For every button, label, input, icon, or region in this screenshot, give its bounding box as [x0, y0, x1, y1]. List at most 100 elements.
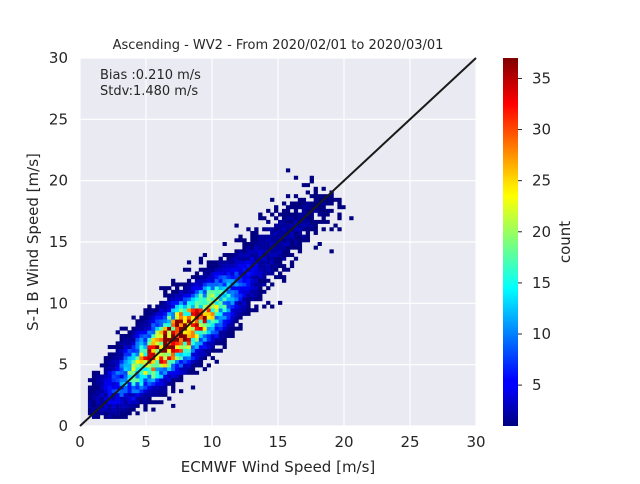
density-cell — [222, 242, 227, 246]
density-cell — [115, 330, 120, 335]
density-cell — [167, 334, 172, 338]
density-cell — [139, 370, 144, 375]
density-cell — [175, 370, 180, 375]
density-cell — [246, 249, 251, 254]
density-cell — [151, 319, 156, 324]
density-cell — [119, 370, 124, 375]
density-cell — [190, 370, 196, 375]
density-cell — [222, 334, 227, 338]
density-cell — [230, 271, 235, 276]
density-cell — [167, 370, 172, 375]
density-cell — [159, 322, 164, 327]
density-cell — [285, 194, 291, 199]
density-cell — [115, 385, 120, 390]
density-cell — [242, 242, 247, 246]
density-cell — [254, 304, 259, 309]
density-cell — [151, 385, 156, 390]
density-cell — [234, 308, 239, 313]
density-cell — [167, 330, 172, 335]
density-cell — [182, 308, 188, 313]
density-cell — [281, 249, 287, 254]
density-cell — [329, 201, 334, 206]
density-cell — [135, 385, 140, 390]
density-cell — [127, 334, 132, 338]
density-cell — [321, 208, 326, 213]
density-cell — [242, 293, 247, 298]
density-cell — [143, 367, 148, 372]
density-cell — [270, 267, 275, 272]
density-cell — [179, 322, 184, 327]
density-cell — [127, 407, 132, 412]
density-cell — [270, 260, 275, 265]
density-cell — [123, 414, 128, 419]
density-cell — [274, 216, 279, 221]
density-cell — [226, 334, 231, 338]
density-cell — [250, 242, 255, 246]
density-cell — [143, 378, 148, 383]
density-cell — [210, 345, 215, 350]
density-cell — [210, 326, 215, 331]
density-cell — [107, 356, 112, 361]
density-cell — [250, 289, 255, 294]
density-cell — [218, 264, 223, 269]
density-cell — [234, 267, 239, 272]
density-cell — [266, 256, 271, 261]
density-cell — [87, 400, 93, 405]
density-cell — [159, 385, 164, 390]
density-cell — [143, 315, 148, 320]
density-cell — [123, 389, 128, 394]
density-cell — [206, 308, 211, 313]
density-cell — [179, 348, 184, 353]
density-cell — [198, 297, 204, 302]
density-cell — [246, 264, 251, 269]
density-cell — [143, 337, 148, 342]
density-cell — [254, 293, 259, 298]
density-cell — [270, 282, 275, 287]
density-cell — [171, 326, 176, 331]
density-cell — [262, 245, 267, 250]
density-cell — [159, 326, 164, 331]
density-cell — [167, 337, 172, 342]
density-cell — [151, 322, 156, 327]
density-cell — [242, 275, 247, 280]
density-cell — [242, 256, 247, 261]
density-cell — [151, 370, 156, 375]
density-cell — [159, 319, 164, 324]
density-cell — [313, 201, 318, 206]
density-cell — [127, 341, 132, 346]
density-cell — [226, 319, 231, 324]
density-cell — [242, 308, 247, 313]
density-cell — [254, 282, 259, 287]
density-cell — [151, 400, 156, 405]
density-cell — [313, 186, 318, 191]
density-cell — [151, 352, 156, 357]
density-cell — [151, 326, 156, 331]
density-cell — [214, 289, 219, 294]
density-cell — [325, 197, 330, 202]
density-cell — [182, 330, 188, 335]
density-cell — [182, 363, 188, 368]
density-cell — [163, 293, 168, 298]
density-cell — [115, 348, 120, 353]
density-cell — [155, 367, 160, 372]
density-cell — [266, 271, 271, 276]
density-cell — [163, 319, 168, 324]
density-cell — [210, 330, 215, 335]
density-cell — [190, 300, 196, 305]
density-cell — [123, 367, 128, 372]
density-cell — [206, 330, 211, 335]
density-cell — [131, 345, 136, 350]
density-cell — [151, 363, 156, 368]
density-cell — [218, 315, 223, 320]
density-cell — [317, 205, 322, 210]
density-cell — [167, 304, 172, 309]
density-cell — [270, 256, 275, 261]
density-cell — [285, 242, 291, 246]
density-cell — [139, 315, 144, 320]
density-cell — [159, 311, 164, 316]
density-cell — [258, 216, 263, 221]
density-cell — [222, 275, 227, 280]
colorbar-tick-label: 20 — [532, 223, 551, 241]
density-cell — [151, 348, 156, 353]
density-cell — [202, 337, 208, 342]
